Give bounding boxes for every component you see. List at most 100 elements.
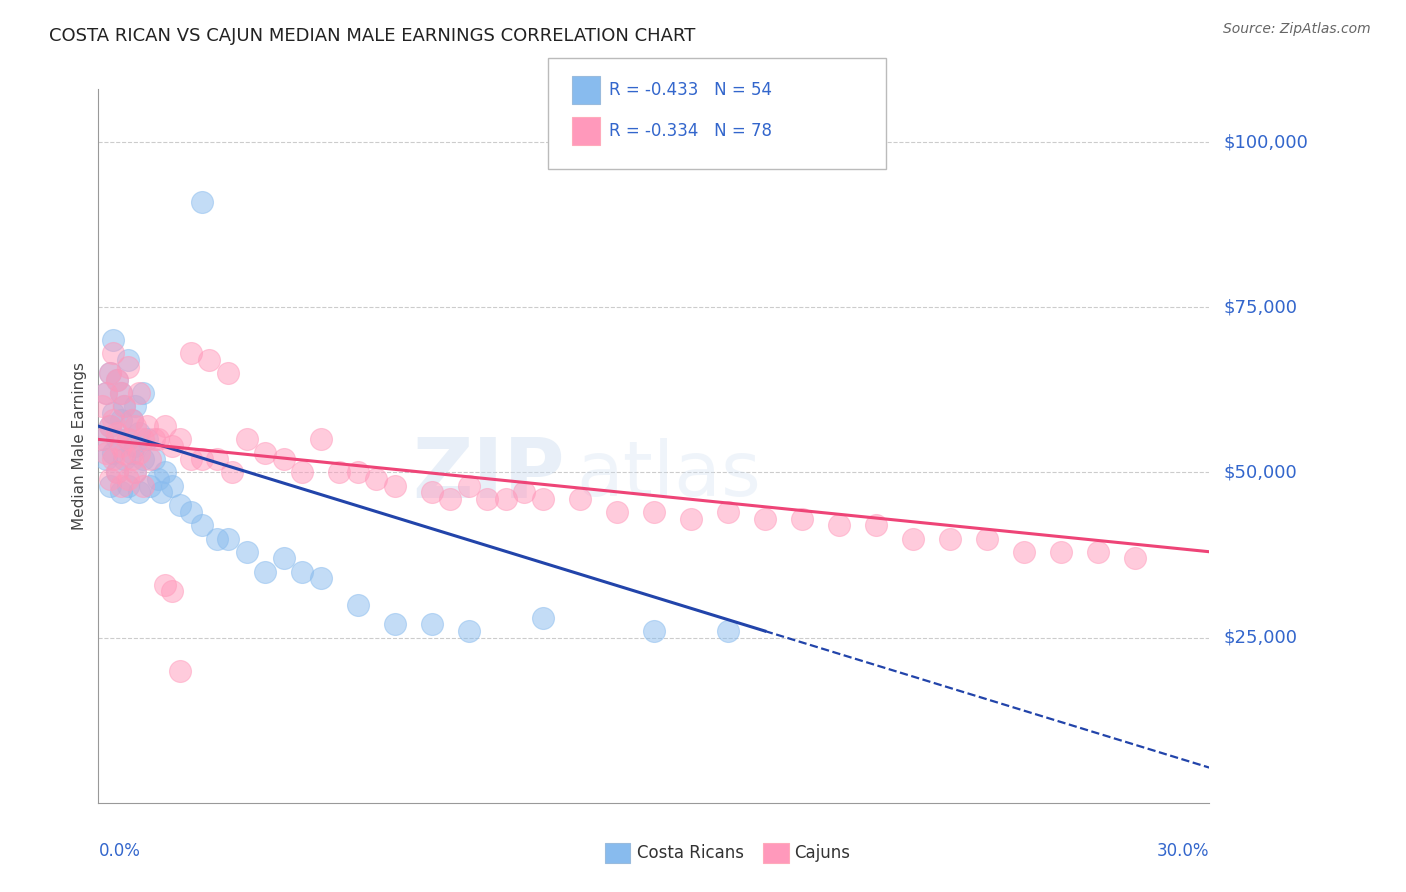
Point: [121, 452, 143, 467]
Point: [98, 367, 121, 381]
Point: [103, 412, 125, 426]
Point: [153, 466, 176, 480]
Point: [105, 425, 128, 440]
Point: [139, 478, 162, 492]
Point: [976, 532, 998, 546]
Point: [98, 419, 121, 434]
Point: [198, 353, 221, 368]
Point: [139, 452, 162, 467]
Point: [643, 505, 665, 519]
Text: $75,000: $75,000: [1223, 298, 1298, 317]
Text: COSTA RICAN VS CAJUN MEDIAN MALE EARNINGS CORRELATION CHART: COSTA RICAN VS CAJUN MEDIAN MALE EARNING…: [49, 27, 696, 45]
Point: [135, 419, 157, 434]
Point: [91, 400, 114, 414]
Point: [828, 518, 851, 533]
Point: [143, 452, 166, 467]
Point: [531, 491, 554, 506]
Point: [112, 400, 135, 414]
Point: [117, 359, 139, 374]
Point: [273, 551, 295, 566]
Point: [309, 571, 332, 585]
Point: [169, 433, 191, 447]
Point: [217, 532, 239, 546]
Point: [366, 472, 388, 486]
Point: [606, 505, 628, 519]
Point: [105, 433, 128, 447]
Point: [328, 466, 350, 480]
Point: [124, 419, 146, 434]
Point: [169, 499, 191, 513]
Point: [105, 373, 128, 387]
Point: [180, 452, 202, 467]
Text: 30.0%: 30.0%: [1157, 842, 1209, 860]
Point: [110, 412, 132, 426]
Point: [91, 433, 114, 447]
Point: [1050, 545, 1073, 559]
Point: [643, 624, 665, 638]
Point: [117, 472, 139, 486]
Point: [346, 598, 368, 612]
Point: [112, 400, 135, 414]
Point: [143, 433, 166, 447]
Text: atlas: atlas: [576, 438, 761, 511]
Point: [103, 452, 125, 467]
Point: [531, 611, 554, 625]
Point: [121, 445, 143, 459]
Point: [253, 565, 276, 579]
Point: [153, 419, 176, 434]
Point: [124, 400, 146, 414]
Point: [717, 505, 740, 519]
Text: R = -0.433   N = 54: R = -0.433 N = 54: [609, 81, 772, 99]
Point: [162, 584, 184, 599]
Point: [754, 511, 776, 525]
Point: [221, 466, 243, 480]
Point: [191, 452, 214, 467]
Point: [128, 445, 150, 459]
Point: [98, 419, 121, 434]
Point: [901, 532, 924, 546]
Point: [98, 478, 121, 492]
Point: [420, 617, 443, 632]
Point: [1087, 545, 1109, 559]
Point: [162, 478, 184, 492]
Point: [1012, 545, 1035, 559]
Point: [105, 373, 128, 387]
Point: [121, 412, 143, 426]
Point: [98, 367, 121, 381]
Point: [103, 406, 125, 420]
Point: [112, 452, 135, 467]
Y-axis label: Median Male Earnings: Median Male Earnings: [72, 362, 87, 530]
Point: [94, 386, 117, 401]
Point: [180, 505, 202, 519]
Point: [112, 445, 135, 459]
Text: $50,000: $50,000: [1223, 464, 1296, 482]
Text: Cajuns: Cajuns: [794, 844, 851, 862]
Point: [110, 439, 132, 453]
Point: [103, 346, 125, 360]
Point: [117, 478, 139, 492]
Text: 0.0%: 0.0%: [98, 842, 141, 860]
Point: [273, 452, 295, 467]
Point: [146, 472, 169, 486]
Point: [513, 485, 536, 500]
Point: [117, 433, 139, 447]
Point: [128, 425, 150, 440]
Point: [121, 412, 143, 426]
Point: [110, 478, 132, 492]
Text: Costa Ricans: Costa Ricans: [637, 844, 744, 862]
Point: [105, 466, 128, 480]
Point: [180, 346, 202, 360]
Point: [132, 386, 155, 401]
Point: [110, 386, 132, 401]
Point: [124, 466, 146, 480]
Point: [132, 433, 155, 447]
Text: $100,000: $100,000: [1223, 133, 1308, 151]
Point: [132, 452, 155, 467]
Point: [135, 433, 157, 447]
Point: [146, 433, 169, 447]
Point: [124, 466, 146, 480]
Point: [253, 445, 276, 459]
Point: [939, 532, 962, 546]
Point: [568, 491, 591, 506]
Point: [679, 511, 702, 525]
